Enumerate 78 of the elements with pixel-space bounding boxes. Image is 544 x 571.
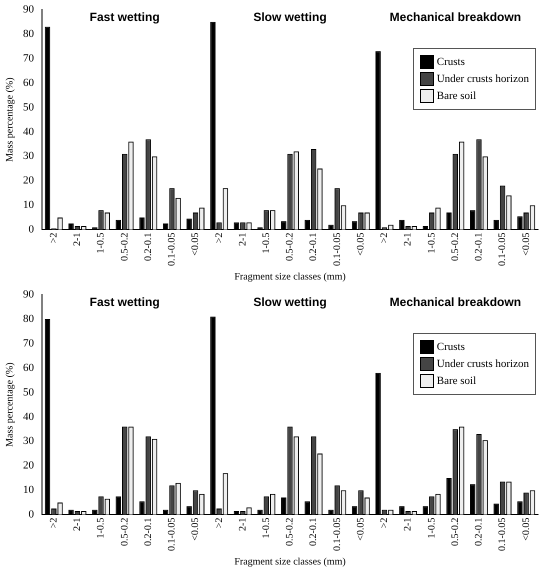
x-tick-label: <0.05 — [355, 518, 366, 541]
y-axis-title: Mass percentage (%) — [4, 77, 16, 162]
x-tick-label: >2 — [379, 518, 390, 528]
y-tick-label: 20 — [23, 174, 34, 187]
x-tick-label: 1-0.5 — [426, 232, 438, 254]
x-tick-label: 1-0.5 — [96, 232, 107, 254]
y-tick-label: 70 — [23, 52, 34, 64]
x-tick-label: 0.1-0.05 — [166, 232, 178, 266]
x-tick-label: 0.2-0.1 — [308, 518, 320, 546]
x-tick-label: 2-1 — [402, 518, 414, 532]
x-tick-label: 0.1-0.05 — [332, 232, 343, 266]
x-tick-label: 2-1 — [237, 232, 248, 246]
annotation: Slow wetting — [253, 10, 327, 24]
y-tick-label: 60 — [23, 362, 34, 374]
y-tick-label: 30 — [23, 435, 34, 448]
x-tick-label: 0.1-0.05 — [166, 518, 178, 552]
x-tick-label: 1-0.5 — [96, 518, 107, 539]
legend-label: Bare soil — [436, 375, 476, 387]
y-tick-label: 20 — [23, 460, 34, 472]
x-tick-label: 0.2-0.1 — [474, 518, 485, 546]
x-tick-label: 1-0.5 — [261, 232, 272, 254]
y-tick-label: 0 — [28, 508, 34, 521]
x-tick-label: 0.2-0.1 — [474, 232, 485, 262]
x-tick-label: 0.2-0.1 — [308, 232, 320, 262]
x-tick-label: 0.5-0.2 — [284, 232, 296, 262]
legend-label: Crusts — [436, 56, 465, 68]
x-tick-label: >2 — [214, 232, 225, 244]
x-tick-label: <0.05 — [190, 232, 202, 256]
y-tick-label: 10 — [23, 199, 34, 212]
annotation: Mechanical breakdown — [390, 10, 522, 24]
legend-label: Under crusts horizon — [436, 73, 529, 85]
x-tick-label: 0.5-0.2 — [284, 518, 296, 546]
annotation: Mechanical breakdown — [390, 294, 522, 309]
x-tick-label: 0.2-0.1 — [142, 232, 154, 262]
annotation: Fast wetting — [90, 294, 160, 309]
x-axis-title: Fragment size classes (mm) — [234, 556, 346, 568]
x-tick-label: 2-1 — [72, 518, 84, 532]
x-tick-label: 1-0.5 — [426, 518, 438, 539]
x-tick-label: <0.05 — [520, 232, 532, 256]
y-tick-label: 0 — [28, 224, 34, 236]
y-tick-label: 40 — [23, 126, 34, 138]
y-tick-label: 80 — [23, 28, 34, 40]
x-tick-label: >2 — [48, 518, 60, 528]
x-tick-label: 0.5-0.2 — [119, 518, 130, 546]
x-tick-label: 2-1 — [402, 232, 414, 246]
x-tick-label: >2 — [214, 518, 225, 528]
y-tick-label: 50 — [23, 101, 34, 114]
x-tick-label: 0.2-0.1 — [142, 518, 154, 546]
legend-label: Crusts — [436, 341, 465, 353]
y-tick-label: 60 — [23, 76, 34, 89]
x-tick-label: <0.05 — [355, 232, 366, 256]
x-axis-title: Fragment size classes (mm) — [234, 272, 346, 283]
y-tick-label: 10 — [23, 484, 34, 496]
x-tick-label: >2 — [379, 232, 390, 244]
y-tick-label: 40 — [23, 410, 34, 423]
x-tick-label: 0.1-0.05 — [497, 518, 508, 552]
legend-label: Under crusts horizon — [436, 358, 529, 370]
annotation: Fast wetting — [90, 10, 160, 24]
x-tick-label: 2-1 — [72, 232, 84, 246]
y-tick-label: 90 — [23, 288, 34, 300]
x-tick-label: <0.05 — [520, 518, 532, 541]
x-tick-label: >2 — [48, 232, 60, 244]
x-tick-label: 0.1-0.05 — [332, 518, 343, 552]
y-axis-title: Mass percentage (%) — [4, 362, 16, 447]
x-tick-label: 0.5-0.2 — [450, 232, 461, 262]
x-tick-label: 0.1-0.05 — [497, 232, 508, 266]
annotation: Slow wetting — [253, 294, 327, 309]
legend-label: Bare soil — [436, 90, 476, 102]
y-tick-label: 80 — [23, 312, 34, 325]
y-tick-label: 70 — [23, 337, 34, 350]
y-tick-label: 50 — [23, 386, 34, 398]
y-tick-label: 90 — [23, 3, 34, 16]
x-tick-label: <0.05 — [190, 518, 202, 541]
x-tick-label: 0.5-0.2 — [119, 232, 130, 262]
x-tick-label: 2-1 — [237, 518, 248, 532]
x-tick-label: 1-0.5 — [261, 518, 272, 539]
y-tick-label: 30 — [23, 150, 34, 162]
x-tick-label: 0.5-0.2 — [450, 518, 461, 546]
